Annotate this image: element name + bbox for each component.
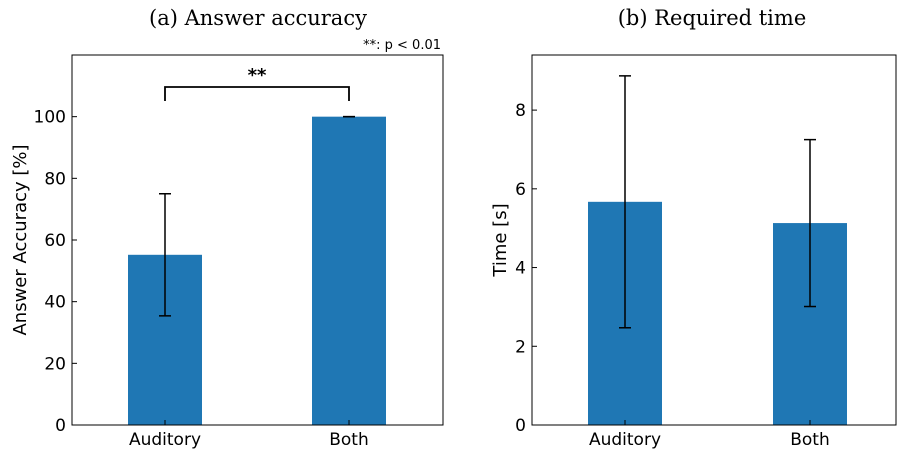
plot-frame-b — [531, 54, 897, 426]
y-tick-label: 4 — [515, 259, 526, 279]
y-tick-label: 80 — [44, 169, 66, 189]
plot-frame-a — [71, 54, 444, 426]
x-tick-label: Auditory — [589, 430, 661, 450]
significance-bracket — [164, 86, 350, 101]
y-axis-label-a: Answer Accuracy [%] — [10, 144, 31, 335]
panel-required-time: (b) Required time Time [s] 0 2 4 6 8 Auditory… — [490, 6, 897, 450]
y-tick-label: 6 — [515, 180, 526, 200]
significance-note: **: p < 0.01 — [363, 38, 441, 53]
x-tick-label: Both — [790, 430, 830, 450]
x-tick-label: Auditory — [129, 430, 201, 450]
x-tick-label: Both — [329, 430, 369, 450]
significance-label: ** — [248, 65, 267, 86]
y-tick-label: 40 — [44, 293, 66, 313]
y-tick-label: 20 — [44, 354, 66, 374]
y-tick-label: 60 — [44, 231, 66, 251]
y-tick-label: 8 — [515, 101, 526, 121]
y-tick-label: 0 — [515, 416, 526, 436]
y-axis-label-b: Time [s] — [490, 203, 511, 277]
y-tick-label: 2 — [515, 337, 526, 357]
y-tick-label: 100 — [34, 108, 66, 128]
panel-answer-accuracy: (a) Answer accuracy Answer Accuracy [%] … — [10, 6, 444, 450]
chart-title-a: (a) Answer accuracy — [149, 6, 367, 30]
bar — [312, 116, 386, 426]
y-tick-label: 0 — [55, 416, 66, 436]
chart-title-b: (b) Required time — [618, 6, 807, 30]
